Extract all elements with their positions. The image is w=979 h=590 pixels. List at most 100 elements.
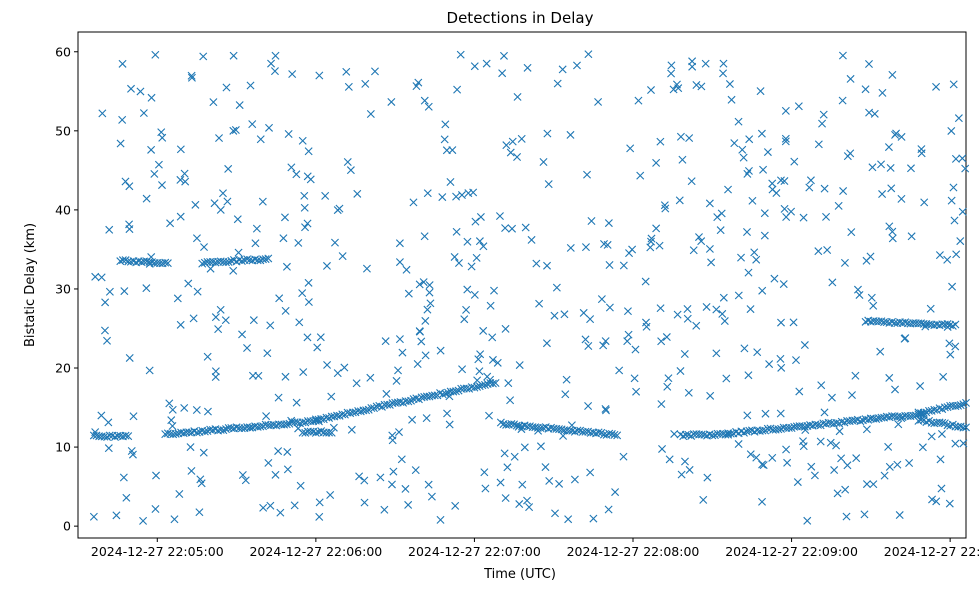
data-point-417 xyxy=(763,148,772,157)
data-point-1045 xyxy=(168,421,177,430)
data-point-961 xyxy=(631,345,640,354)
data-point-453 xyxy=(105,225,114,234)
x-tick-label-2: 2024-12-27 22:07:00 xyxy=(408,544,541,559)
data-point-982 xyxy=(165,399,174,408)
data-point-467 xyxy=(281,372,290,381)
data-point-921 xyxy=(274,447,283,456)
data-point-964 xyxy=(760,209,769,218)
data-point-889 xyxy=(667,69,676,78)
data-point-855 xyxy=(479,326,488,335)
data-point-745 xyxy=(157,128,166,137)
data-point-956 xyxy=(315,71,324,80)
data-point-584 xyxy=(427,492,436,501)
data-point-742 xyxy=(294,238,303,247)
data-point-748 xyxy=(605,303,614,312)
data-point-791 xyxy=(535,299,544,308)
data-point-770 xyxy=(472,253,481,262)
data-point-805 xyxy=(224,164,233,173)
data-point-116 xyxy=(264,254,273,263)
data-point-812 xyxy=(300,203,309,212)
y-tick-label-5: 50 xyxy=(55,123,71,138)
data-point-1004 xyxy=(462,305,471,314)
data-point-822 xyxy=(555,479,564,488)
data-point-592 xyxy=(279,234,288,243)
data-point-565 xyxy=(301,223,310,232)
data-point-546 xyxy=(481,484,490,493)
data-point-980 xyxy=(705,199,714,208)
data-point-564 xyxy=(945,339,954,348)
data-point-1006 xyxy=(214,325,223,334)
data-point-186 xyxy=(462,384,471,393)
data-point-698 xyxy=(917,149,926,158)
data-point-737 xyxy=(404,500,413,509)
data-point-128 xyxy=(327,428,336,437)
data-point-649 xyxy=(395,258,404,267)
data-point-985 xyxy=(438,193,447,202)
data-point-607 xyxy=(861,85,870,94)
data-point-235 xyxy=(594,428,603,437)
data-point-479 xyxy=(203,352,212,361)
data-point-143 xyxy=(348,408,357,417)
data-point-668 xyxy=(935,251,944,260)
data-point-851 xyxy=(560,310,569,319)
data-point-448 xyxy=(266,321,275,330)
data-point-611 xyxy=(176,212,185,221)
x-tick-label-4: 2024-12-27 22:09:00 xyxy=(725,544,858,559)
data-point-91 xyxy=(198,259,207,268)
data-point-973 xyxy=(532,259,541,268)
data-point-729 xyxy=(295,318,304,327)
data-point-603 xyxy=(675,196,684,205)
data-point-842 xyxy=(545,476,554,485)
data-point-379 xyxy=(930,405,939,414)
data-point-807 xyxy=(424,480,433,489)
data-point-178 xyxy=(441,389,450,398)
data-point-1037 xyxy=(392,376,401,385)
data-point-756 xyxy=(948,282,957,291)
data-point-514 xyxy=(543,261,552,270)
data-point-524 xyxy=(752,453,761,462)
data-point-679 xyxy=(584,50,593,59)
data-point-948 xyxy=(120,287,129,296)
data-point-710 xyxy=(727,95,736,104)
data-point-762 xyxy=(419,278,428,287)
data-point-716 xyxy=(835,427,844,436)
data-point-416 xyxy=(748,196,757,205)
data-point-897 xyxy=(482,59,491,68)
data-point-884 xyxy=(744,371,753,380)
data-point-999 xyxy=(599,341,608,350)
data-point-540 xyxy=(946,350,955,359)
data-point-579 xyxy=(928,495,937,504)
data-point-730 xyxy=(781,137,790,146)
data-point-617 xyxy=(445,420,454,429)
data-point-853 xyxy=(725,80,734,89)
data-point-434 xyxy=(795,387,804,396)
data-point-966 xyxy=(304,298,313,307)
data-point-428 xyxy=(361,79,370,88)
data-point-888 xyxy=(508,137,517,146)
data-point-542 xyxy=(921,322,930,331)
data-point-409 xyxy=(959,423,968,432)
data-point-923 xyxy=(192,234,201,243)
data-point-55 xyxy=(219,426,228,435)
data-point-418 xyxy=(951,154,960,163)
data-point-458 xyxy=(705,244,714,253)
data-point-795 xyxy=(692,81,701,90)
data-point-837 xyxy=(782,445,791,454)
data-point-1049 xyxy=(717,209,726,218)
data-point-31 xyxy=(161,258,170,267)
data-point-883 xyxy=(932,497,941,506)
data-point-6 xyxy=(105,431,114,440)
data-point-939 xyxy=(490,286,499,295)
data-point-567 xyxy=(175,489,184,498)
data-point-673 xyxy=(421,351,430,360)
data-point-828 xyxy=(453,85,462,94)
data-point-455 xyxy=(517,134,526,143)
data-point-967 xyxy=(949,183,958,192)
data-point-415 xyxy=(926,304,935,313)
data-point-375 xyxy=(919,408,928,417)
data-point-759 xyxy=(543,129,552,138)
data-point-928 xyxy=(176,145,185,154)
data-point-1034 xyxy=(630,374,639,383)
data-point-680 xyxy=(448,146,457,155)
data-point-438 xyxy=(743,228,751,236)
